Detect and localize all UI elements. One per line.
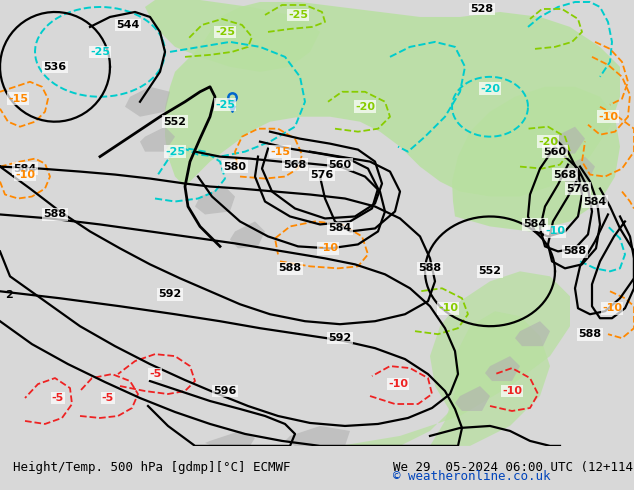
Text: -15: -15 [270, 147, 290, 157]
Polygon shape [140, 127, 175, 151]
Text: -20: -20 [480, 84, 500, 94]
Text: 560: 560 [328, 160, 352, 170]
Polygon shape [165, 2, 620, 196]
Text: 584: 584 [524, 220, 547, 229]
Text: -10: -10 [598, 112, 618, 122]
Text: 580: 580 [224, 162, 247, 172]
Text: 588: 588 [564, 246, 586, 256]
Text: 588: 588 [278, 263, 302, 273]
Polygon shape [340, 271, 570, 446]
Polygon shape [452, 87, 620, 231]
Text: 584: 584 [13, 164, 37, 173]
Text: We 29  05-2024 06:00 UTC (12+114): We 29 05-2024 06:00 UTC (12+114) [393, 462, 634, 474]
Text: -5: -5 [52, 393, 64, 403]
Polygon shape [285, 426, 350, 446]
Text: -5: -5 [149, 369, 161, 379]
Text: -10: -10 [502, 386, 522, 396]
Text: 552: 552 [479, 267, 501, 276]
Text: 528: 528 [470, 4, 493, 14]
Text: 592: 592 [328, 333, 352, 343]
Polygon shape [455, 386, 490, 411]
Text: 588: 588 [578, 329, 602, 339]
Text: -25: -25 [215, 27, 235, 37]
Text: 592: 592 [158, 289, 181, 299]
Text: -5: -5 [102, 393, 114, 403]
Polygon shape [430, 311, 550, 446]
Polygon shape [230, 221, 265, 248]
Polygon shape [125, 87, 170, 117]
Text: -10: -10 [388, 379, 408, 389]
Polygon shape [560, 157, 595, 184]
Text: 596: 596 [213, 386, 236, 396]
Text: -20: -20 [355, 102, 375, 112]
Text: -25: -25 [90, 47, 110, 57]
Text: Height/Temp. 500 hPa [gdmp][°C] ECMWF: Height/Temp. 500 hPa [gdmp][°C] ECMWF [13, 462, 290, 474]
Polygon shape [205, 431, 255, 446]
Text: 536: 536 [44, 62, 67, 72]
Text: -10: -10 [438, 303, 458, 313]
Polygon shape [145, 0, 320, 72]
Text: -20: -20 [538, 137, 558, 147]
Text: 544: 544 [116, 20, 139, 30]
Text: 568: 568 [553, 170, 577, 179]
Text: © weatheronline.co.uk: © weatheronline.co.uk [393, 470, 550, 483]
Text: 552: 552 [164, 117, 186, 127]
Text: -10: -10 [602, 303, 622, 313]
Text: 568: 568 [283, 160, 307, 170]
Text: -25: -25 [165, 147, 185, 157]
Text: 584: 584 [328, 223, 352, 233]
Text: 588: 588 [418, 263, 441, 273]
Polygon shape [548, 127, 585, 154]
Text: -10: -10 [545, 226, 565, 237]
Text: -10: -10 [318, 244, 338, 253]
Polygon shape [195, 187, 235, 215]
Text: 576: 576 [311, 170, 333, 179]
Polygon shape [515, 321, 550, 346]
Polygon shape [485, 356, 520, 381]
Text: -25: -25 [288, 10, 308, 20]
Text: -10: -10 [15, 170, 35, 179]
Text: 560: 560 [543, 147, 567, 157]
Text: -15: -15 [8, 94, 28, 104]
Text: 576: 576 [566, 184, 590, 194]
Text: 588: 588 [44, 209, 67, 220]
Text: 584: 584 [583, 196, 607, 206]
Text: -25: -25 [215, 100, 235, 110]
Text: 2: 2 [5, 290, 13, 300]
